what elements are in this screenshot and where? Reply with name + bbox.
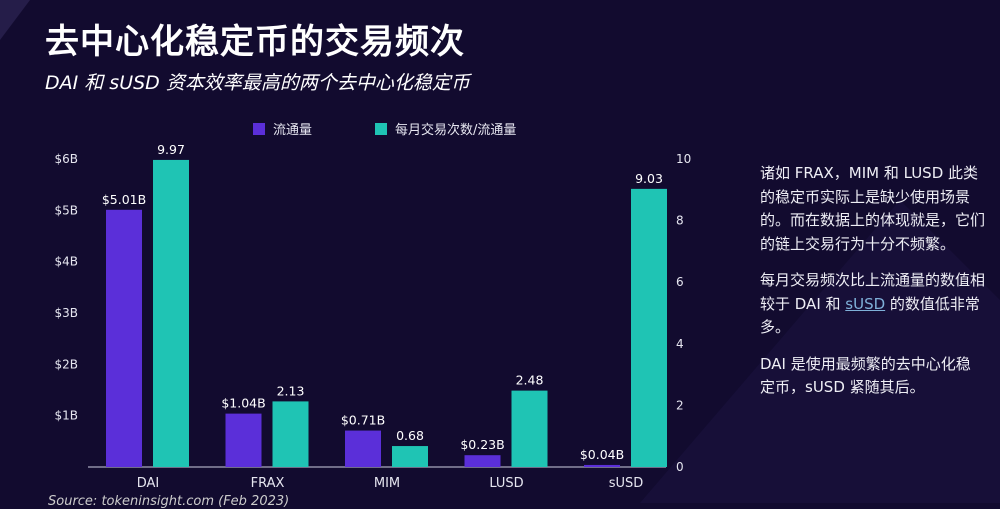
right-axis-tick: 8: [676, 214, 684, 228]
data-label: 9.97: [157, 142, 185, 157]
legend-swatch: [375, 122, 387, 135]
data-label: $0.04B: [580, 447, 624, 462]
right-axis-tick: 6: [676, 275, 684, 289]
legend-swatch: [253, 122, 265, 135]
page-subtitle: DAI 和 sUSD 资本效率最高的两个去中心化稳定币: [45, 72, 470, 94]
left-axis-tick: $1B: [54, 409, 78, 423]
commentary: 诸如 FRAX，MIM 和 LUSD 此类的稳定币实际上是缺少使用场景的。而在数…: [760, 162, 985, 413]
left-axis-tick: $5B: [54, 203, 78, 217]
bar-circulation: [225, 413, 262, 467]
page-title: 去中心化稳定币的交易频次: [45, 22, 465, 62]
legend-item-tx-ratio: 每月交易次数/流通量: [375, 119, 516, 138]
note-3: DAI 是使用最频繁的去中心化稳定币，sUSD 紧随其后。: [760, 354, 971, 397]
bar-tx-ratio: [511, 390, 548, 467]
bar-circulation: [464, 455, 501, 467]
note-2-text: 每月交易频次比上流通量的数值相较于 DAI 和: [760, 271, 986, 313]
right-axis-tick: 10: [676, 152, 691, 166]
bar-tx-ratio: [272, 401, 309, 467]
x-axis-label: DAI: [137, 476, 160, 491]
x-axis-label: FRAX: [251, 476, 285, 491]
right-axis-tick: 4: [676, 337, 684, 351]
legend-item-circulation: 流通量: [253, 119, 312, 138]
legend-label: 每月交易次数/流通量: [395, 123, 517, 138]
note-2-text-end: 的数值低非常多。: [760, 294, 980, 337]
note-1: 诸如 FRAX，MIM 和 LUSD 此类的稳定币实际上是缺少使用场景的。而在数…: [760, 164, 986, 253]
data-label: $1.04B: [221, 396, 265, 411]
bar-tx-ratio: [392, 446, 428, 467]
data-label: 2.13: [277, 383, 305, 398]
data-label: $5.01B: [102, 192, 146, 207]
note-2: 每月交易频次比上流通量的数值相较于 DAI 和 sUSD 的数值低非常多。: [760, 269, 985, 340]
data-label: 9.03: [635, 171, 663, 186]
bar-tx-ratio: [153, 159, 189, 467]
data-label: $0.71B: [341, 413, 385, 428]
data-label: $0.23B: [460, 437, 504, 452]
x-axis-label: LUSD: [489, 476, 523, 491]
right-axis-tick: 2: [676, 398, 684, 412]
left-axis-tick: $4B: [54, 255, 78, 269]
bar-tx-ratio: [631, 188, 667, 467]
bar-circulation: [106, 209, 142, 467]
source-note: Source: tokeninsight.com (Feb 2023): [48, 494, 290, 509]
data-label: 2.48: [516, 373, 544, 388]
data-label: 0.68: [396, 428, 424, 443]
bar-circulation: [584, 464, 620, 467]
x-axis-label: sUSD: [609, 476, 644, 491]
legend-label: 流通量: [273, 123, 313, 138]
right-axis-tick: 0: [676, 460, 684, 474]
left-axis-tick: $2B: [54, 357, 78, 371]
left-axis-tick: $6B: [54, 152, 78, 166]
susd-link[interactable]: sUSD: [845, 294, 886, 313]
x-axis-label: MIM: [374, 476, 400, 491]
left-axis-tick: $3B: [54, 306, 78, 320]
bar-chart: $1B $2B $3B $4B $5B $6B 0 2 4 6 8 10 DAI $5.01B 9.97 FR…: [54, 142, 691, 491]
bar-circulation: [345, 430, 381, 467]
